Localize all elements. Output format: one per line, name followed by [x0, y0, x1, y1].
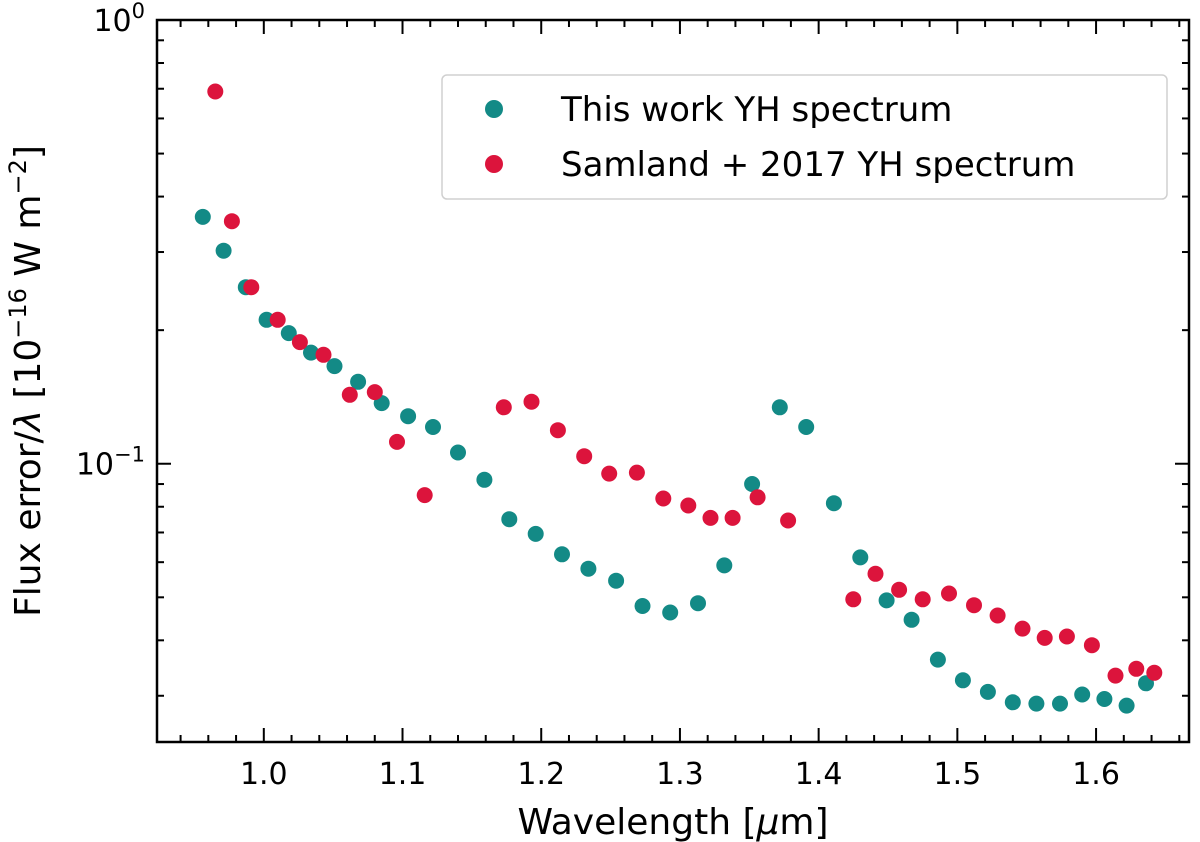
data-point: [1074, 686, 1091, 703]
data-point: [1052, 695, 1068, 712]
data-point: [291, 334, 308, 351]
series-2: [207, 83, 1163, 684]
data-point: [655, 490, 672, 507]
data-point: [690, 595, 706, 612]
data-point: [771, 399, 788, 416]
legend-label: This work YH spectrum: [560, 90, 952, 130]
data-point: [1028, 695, 1045, 712]
data-point: [979, 683, 996, 700]
data-point: [1096, 691, 1113, 707]
data-point: [1004, 694, 1021, 711]
data-point: [724, 509, 741, 526]
data-point: [476, 471, 493, 488]
data-point: [1118, 697, 1135, 714]
data-point: [523, 393, 540, 410]
data-point: [243, 279, 260, 296]
axis-labels: Wavelength [μm] Flux error/λ [10−16 W m−2…: [4, 145, 829, 842]
y-tick-label: 100: [93, 0, 145, 39]
data-point: [269, 311, 286, 328]
legend: This work YH spectrum Samland + 2017 YH s…: [441, 74, 1168, 200]
data-point: [350, 373, 367, 390]
data-point: [1146, 664, 1163, 681]
x-tick-label: 1.4: [795, 757, 843, 792]
data-point: [749, 489, 766, 506]
data-point: [903, 611, 920, 628]
x-tick-label: 1.5: [933, 757, 981, 792]
data-point: [702, 509, 719, 526]
data-point: [303, 344, 319, 361]
data-point: [1107, 667, 1124, 684]
data-point: [215, 242, 232, 259]
legend-label: Samland + 2017 YH spectrum: [561, 145, 1075, 185]
data-point: [416, 487, 433, 504]
data-point: [366, 384, 383, 401]
y-tick-label: 10−1: [76, 443, 145, 483]
plot-frame: [155, 18, 1191, 744]
data-point: [929, 651, 946, 668]
series-1: [194, 208, 1154, 714]
y-axis-label: Flux error/λ [10−16 W m−2]: [4, 145, 49, 617]
data-point: [825, 495, 842, 512]
data-point: [258, 311, 275, 328]
data-point: [989, 607, 1006, 624]
data-point: [450, 444, 466, 461]
data-point: [501, 511, 518, 528]
data-point: [680, 497, 697, 514]
data-point: [549, 422, 566, 439]
data-point: [1014, 620, 1031, 637]
x-tick-label: 1.0: [240, 757, 288, 792]
axis-ticks: 1.0 1.1 1.2 1.3 1.4 1.5 1.6 100 10−1: [76, 0, 1189, 792]
data-point: [194, 208, 211, 225]
data-point: [207, 83, 224, 100]
data-point: [914, 591, 931, 608]
data-point: [400, 408, 417, 425]
data-point: [341, 386, 358, 403]
x-tick-label: 1.2: [517, 757, 565, 792]
data-point: [852, 549, 869, 566]
legend-box: [441, 74, 1168, 200]
x-axis-label: Wavelength [μm]: [517, 802, 828, 842]
data-point: [527, 525, 544, 542]
data-point: [1058, 628, 1075, 645]
data-point: [628, 464, 645, 481]
x-tick-label: 1.3: [656, 757, 704, 792]
data-point: [425, 419, 441, 435]
data-point: [966, 597, 982, 614]
data-point: [580, 560, 597, 577]
data-point: [326, 358, 343, 375]
data-point: [798, 419, 815, 435]
data-point: [716, 557, 733, 574]
x-tick-label: 1.1: [379, 757, 427, 792]
data-point: [1128, 660, 1145, 677]
data-point: [867, 565, 884, 582]
data-point: [495, 399, 512, 416]
data-point: [662, 604, 679, 621]
data-point: [223, 213, 240, 230]
data-point: [891, 581, 908, 598]
data-point: [1083, 637, 1100, 654]
data-point: [554, 546, 570, 563]
data-point: [845, 591, 862, 608]
data-point: [780, 512, 797, 529]
legend-marker: [485, 100, 503, 118]
data-point: [608, 572, 625, 589]
data-point: [634, 598, 651, 614]
data-point: [576, 448, 593, 465]
data-point: [878, 592, 895, 609]
data-point: [1036, 629, 1053, 646]
legend-marker: [485, 155, 503, 173]
data-points: [194, 83, 1163, 714]
data-point: [389, 433, 405, 450]
data-point: [280, 325, 297, 342]
data-point: [315, 346, 332, 363]
x-tick-label: 1.6: [1072, 757, 1120, 792]
data-point: [941, 585, 957, 602]
data-point: [601, 465, 618, 482]
data-point: [954, 672, 971, 689]
data-point: [744, 476, 761, 492]
